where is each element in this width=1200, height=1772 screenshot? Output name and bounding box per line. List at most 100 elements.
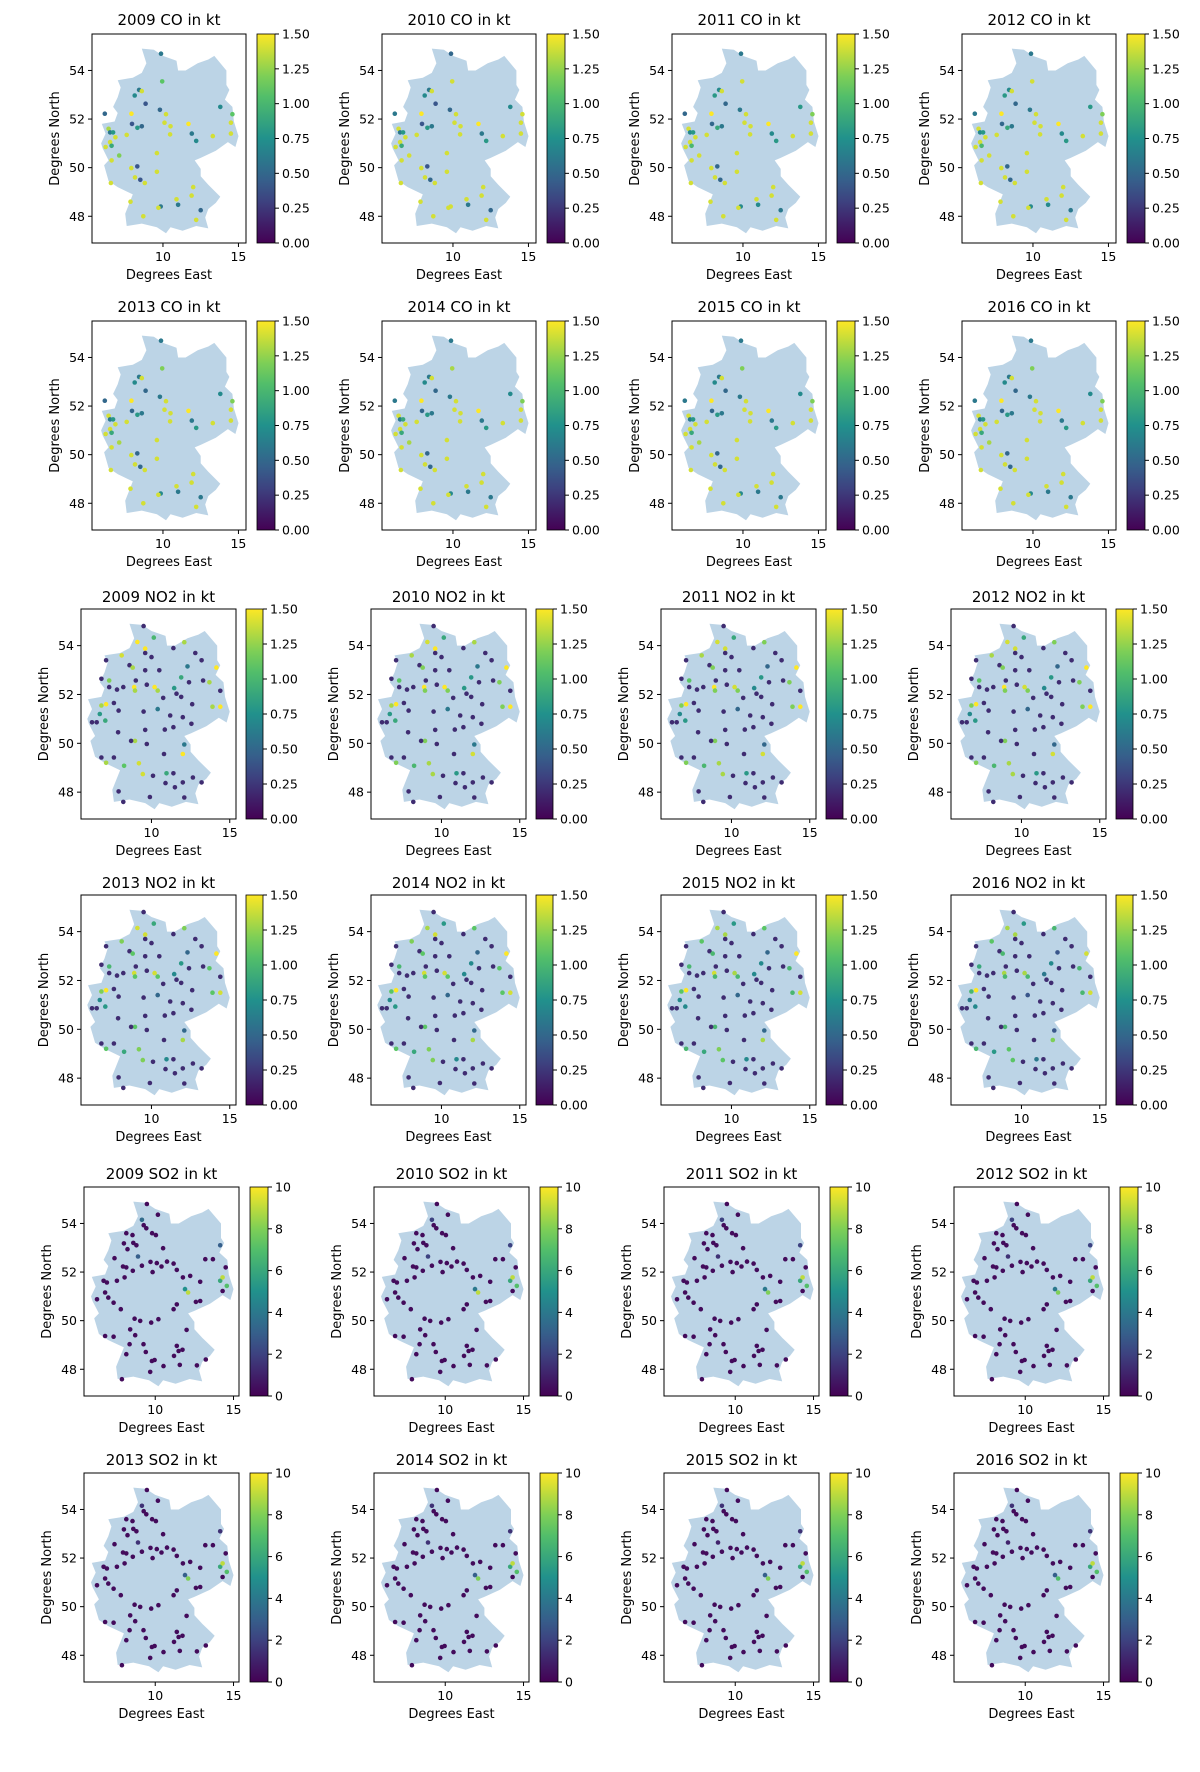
data-point <box>1026 1602 1031 1608</box>
data-point <box>773 425 779 431</box>
data-point <box>1087 1529 1093 1534</box>
data-point <box>723 1349 729 1355</box>
data-point <box>1048 694 1054 700</box>
data-point <box>1041 971 1047 977</box>
colorbar-tick-label: 0.25 <box>560 777 588 792</box>
data-point <box>777 1584 783 1590</box>
data-point <box>798 704 803 709</box>
y-tick-label: 48 <box>928 785 944 800</box>
data-point <box>972 1290 978 1295</box>
data-point <box>732 1643 737 1649</box>
data-point <box>728 1259 733 1265</box>
data-point <box>1026 492 1031 498</box>
data-point <box>1067 1584 1073 1590</box>
data-point <box>119 1376 125 1382</box>
y-tick-label: 50 <box>638 736 654 751</box>
data-point <box>393 701 399 707</box>
data-point <box>160 695 166 701</box>
data-point <box>729 940 734 946</box>
data-point <box>1012 668 1018 673</box>
data-point <box>1041 931 1046 937</box>
data-point <box>104 1280 110 1285</box>
data-point <box>991 1085 996 1091</box>
data-point <box>995 1246 1000 1252</box>
data-point <box>116 708 121 713</box>
panel-title: 2013 NO2 in kt <box>102 874 215 892</box>
data-point <box>137 1604 143 1610</box>
data-point <box>419 408 425 414</box>
data-point <box>394 1566 400 1571</box>
colorbar <box>249 1472 269 1683</box>
data-point <box>129 121 135 127</box>
data-point <box>429 1549 435 1554</box>
data-point <box>766 680 772 685</box>
colorbar-tick-label: 0.25 <box>1152 488 1180 503</box>
data-point <box>116 994 121 999</box>
y-tick-label: 54 <box>69 350 85 365</box>
data-point <box>132 175 138 180</box>
data-point <box>723 101 728 106</box>
data-point <box>111 1041 117 1046</box>
data-point <box>734 437 740 443</box>
colorbar-tick-label: 0.00 <box>572 523 600 538</box>
data-point <box>766 121 771 127</box>
data-point <box>154 456 160 462</box>
data-point <box>210 990 215 995</box>
data-point <box>1012 646 1018 651</box>
data-point <box>704 419 709 425</box>
colorbar-tick-label: 10 <box>1145 1466 1161 1481</box>
axes-frame <box>660 608 817 820</box>
colorbar <box>1126 33 1146 244</box>
data-point <box>446 492 451 498</box>
germany-land-shape <box>101 335 239 521</box>
data-point <box>1088 974 1093 980</box>
colorbar-tick-label: 0.00 <box>850 1098 878 1113</box>
data-point <box>424 1529 429 1534</box>
data-point <box>723 1635 729 1641</box>
data-point <box>139 1503 145 1509</box>
data-point <box>163 780 168 786</box>
data-point <box>986 153 992 158</box>
data-point <box>180 1066 186 1071</box>
data-point <box>767 1559 773 1565</box>
data-point <box>174 1267 180 1273</box>
data-point <box>141 623 146 629</box>
data-point <box>418 199 423 204</box>
colorbar-tick-label: 6 <box>1145 1549 1153 1564</box>
data-point <box>461 771 466 776</box>
x-axis-label: Degrees East <box>706 555 792 570</box>
data-point <box>724 968 730 973</box>
data-point <box>997 1613 1003 1618</box>
data-point <box>161 1037 167 1043</box>
data-point <box>392 111 398 116</box>
data-point <box>735 992 740 998</box>
data-point <box>141 1222 146 1228</box>
data-point <box>1088 391 1093 397</box>
data-point <box>414 132 420 138</box>
data-point <box>999 398 1004 404</box>
data-point <box>399 445 404 450</box>
data-point <box>421 684 427 690</box>
data-point <box>1052 1028 1057 1033</box>
data-point <box>217 1278 223 1284</box>
data-point <box>1019 654 1024 660</box>
data-point <box>747 419 753 424</box>
data-point <box>479 193 484 198</box>
data-point <box>422 93 428 98</box>
data-point <box>116 153 122 158</box>
data-point <box>518 120 524 125</box>
data-point <box>439 654 444 660</box>
colorbar-tick-label: 0 <box>565 1675 573 1690</box>
data-point <box>732 970 737 976</box>
data-point <box>479 721 484 727</box>
data-point <box>454 1259 460 1264</box>
data-point <box>421 1526 426 1532</box>
y-tick-label: 50 <box>939 160 955 175</box>
data-point <box>984 1564 990 1570</box>
data-point <box>193 504 199 510</box>
data-point <box>389 703 394 708</box>
data-point <box>477 1559 483 1565</box>
data-point <box>701 1049 707 1055</box>
data-point <box>487 1298 493 1304</box>
